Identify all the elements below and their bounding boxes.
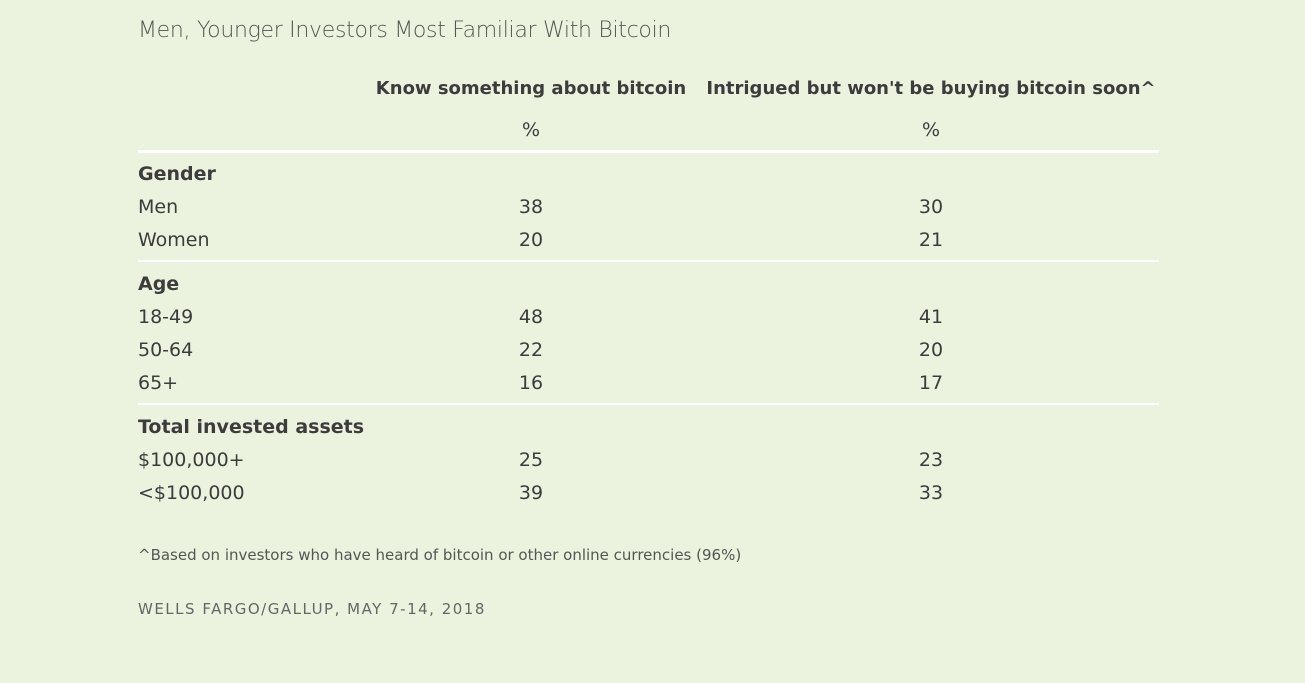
cell-value: 17 (918, 372, 944, 394)
group-rule (138, 403, 1159, 405)
row-label: 65+ (138, 372, 179, 394)
column-unit: % (921, 119, 941, 141)
footnote: ^Based on investors who have heard of bi… (138, 546, 742, 564)
row-label: 50-64 (138, 339, 194, 361)
cell-value: 39 (518, 482, 544, 504)
group-label: Total invested assets (138, 416, 365, 438)
row-label: Women (138, 229, 210, 251)
cell-value: 22 (518, 339, 544, 361)
cell-value: 38 (518, 196, 544, 218)
group-label: Gender (138, 163, 216, 185)
cell-value: 41 (918, 306, 944, 328)
cell-value: 20 (918, 339, 944, 361)
cell-value: 30 (918, 196, 944, 218)
row-label: $100,000+ (138, 449, 245, 471)
cell-value: 21 (918, 229, 944, 251)
row-label: Men (138, 196, 179, 218)
source: WELLS FARGO/GALLUP, MAY 7-14, 2018 (138, 600, 486, 618)
column-header: Know something about bitcoin (375, 78, 687, 99)
title: Men, Younger Investors Most Familiar Wit… (138, 18, 672, 43)
group-label: Age (138, 273, 180, 295)
column-unit: % (521, 119, 541, 141)
cell-value: 48 (518, 306, 544, 328)
cell-value: 20 (518, 229, 544, 251)
cell-value: 33 (918, 482, 944, 504)
row-label: <$100,000 (138, 482, 245, 504)
header-rule (138, 150, 1159, 153)
row-label: 18-49 (138, 306, 194, 328)
cell-value: 25 (518, 449, 544, 471)
group-rule (138, 260, 1159, 262)
cell-value: 23 (918, 449, 944, 471)
cell-value: 16 (518, 372, 544, 394)
column-header: Intrigued but won't be buying bitcoin so… (706, 78, 1156, 99)
